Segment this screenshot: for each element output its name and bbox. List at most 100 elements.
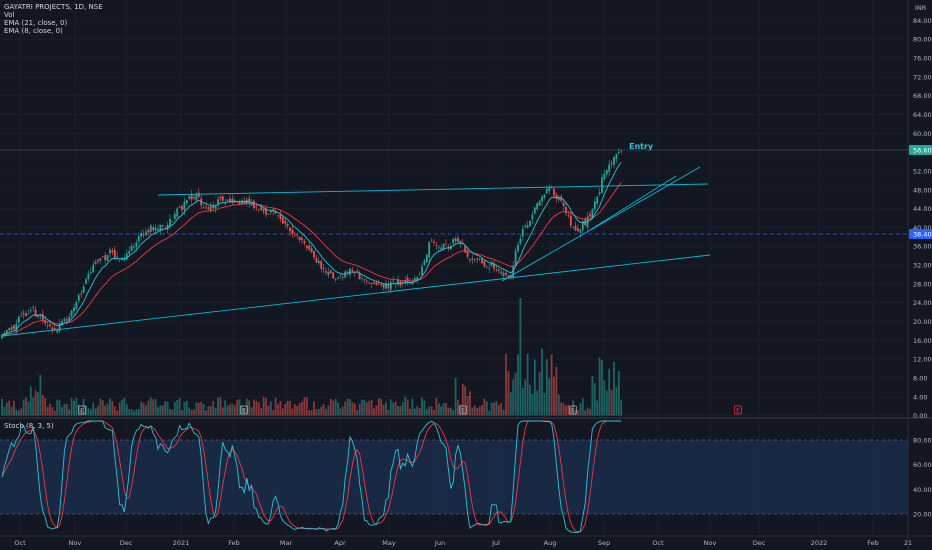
volume-bar xyxy=(591,375,594,416)
volume-bar xyxy=(267,405,270,416)
volume-bar xyxy=(433,410,435,416)
time-tick-label: Feb xyxy=(228,539,240,547)
candle-body xyxy=(430,240,433,242)
price-tick-label: 4.00 xyxy=(913,393,927,401)
candle-body xyxy=(469,259,471,261)
candle-body xyxy=(397,279,399,285)
candle-body xyxy=(29,310,32,312)
candle-body xyxy=(265,208,267,215)
volume-bar xyxy=(358,404,361,416)
volume-bar xyxy=(289,401,291,416)
candle-body xyxy=(106,255,109,261)
volume-bar xyxy=(553,376,555,416)
price-tick-label: 44.00 xyxy=(913,205,932,213)
stoch-tick-label: 80.00 xyxy=(913,437,932,445)
volume-bar xyxy=(111,401,114,416)
candle-body xyxy=(82,286,85,294)
volume-bar xyxy=(99,398,102,416)
candle-body xyxy=(46,325,49,327)
candle-body xyxy=(550,187,553,189)
volume-bar xyxy=(195,402,198,416)
volume-bar xyxy=(308,410,311,416)
volume-bar xyxy=(257,402,260,416)
candle-body xyxy=(291,229,294,234)
volume-bar xyxy=(113,406,116,416)
candle-body xyxy=(68,316,71,321)
candle-body xyxy=(197,192,200,197)
volume-bar xyxy=(49,403,51,416)
volume-bar xyxy=(207,406,210,416)
trendline-lower-support xyxy=(1,254,711,337)
candle-body xyxy=(593,201,596,210)
candle-body xyxy=(97,259,99,262)
candle-body xyxy=(543,195,546,198)
candle-body xyxy=(385,283,387,289)
candle-body xyxy=(517,244,519,252)
volume-bar xyxy=(356,410,359,416)
candle-body xyxy=(574,225,577,231)
volume-bar xyxy=(152,399,155,416)
candle-body xyxy=(154,227,157,231)
time-tick-label: Feb xyxy=(867,539,879,547)
candle-body xyxy=(353,272,356,274)
volume-bar xyxy=(185,400,188,416)
volume-bar xyxy=(193,409,195,416)
earnings-marker-box xyxy=(240,405,248,415)
volume-bar xyxy=(231,403,234,416)
volume-bar xyxy=(149,397,152,416)
candle-body xyxy=(183,201,186,211)
volume-bar xyxy=(533,359,536,416)
volume-bar xyxy=(44,398,47,416)
volume-bar xyxy=(238,399,241,416)
candle-body xyxy=(293,235,296,237)
candle-body xyxy=(277,214,279,216)
candle-body xyxy=(296,234,299,236)
volume-bar xyxy=(397,405,399,416)
candle-body xyxy=(229,198,231,202)
volume-bar xyxy=(562,403,565,416)
volume-bar xyxy=(176,399,179,416)
volume-bar xyxy=(15,409,18,416)
volume-bar xyxy=(497,404,500,416)
earnings-marker-text: E xyxy=(736,408,740,415)
volume-bar xyxy=(409,408,411,416)
volume-bar xyxy=(27,401,30,416)
volume-bar xyxy=(435,398,438,416)
volume-bar xyxy=(87,408,90,416)
time-tick-label: Nov xyxy=(69,539,82,547)
volume-bar xyxy=(325,408,327,416)
candle-body xyxy=(178,206,181,208)
volume-bar xyxy=(65,403,68,416)
volume-bar xyxy=(205,410,207,416)
volume-bar xyxy=(85,405,87,416)
volume-bar xyxy=(255,401,258,416)
volume-bar xyxy=(250,407,253,416)
candle-body xyxy=(176,208,179,217)
volume-bar xyxy=(377,398,380,416)
candle-body xyxy=(248,198,251,204)
candle-body xyxy=(416,276,419,281)
stoch-k-line xyxy=(1,420,622,533)
volume-bar xyxy=(389,399,392,416)
volume-bar xyxy=(502,409,505,416)
volume-bar xyxy=(421,397,423,416)
candle-body xyxy=(49,324,51,327)
candle-body xyxy=(190,194,193,200)
candle-body xyxy=(80,293,83,295)
candle-body xyxy=(140,232,143,237)
volume-bar xyxy=(538,371,541,416)
volume-bar xyxy=(92,402,95,416)
volume-bar xyxy=(41,395,44,416)
candle-body xyxy=(85,278,87,284)
volume-bar xyxy=(459,404,462,416)
volume-bar xyxy=(164,401,167,416)
volume-bar xyxy=(8,400,11,416)
volume-bar xyxy=(365,402,368,416)
candle-body xyxy=(541,196,543,202)
legend-ema21: EMA (21, close, 0) xyxy=(4,19,68,27)
price-tick-label: 72.00 xyxy=(913,73,932,81)
volume-bar xyxy=(617,371,620,416)
candle-body xyxy=(567,215,570,216)
volume-bar xyxy=(615,387,618,416)
